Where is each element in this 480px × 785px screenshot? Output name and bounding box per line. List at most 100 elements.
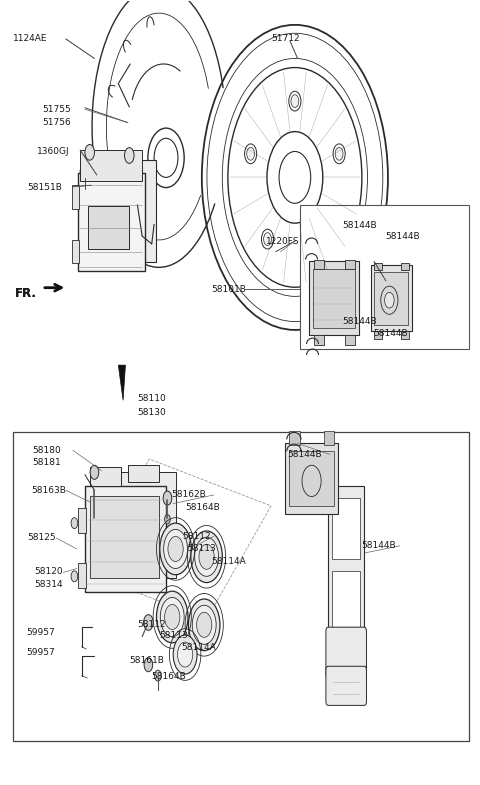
Text: 51712: 51712 [271,35,300,43]
Text: 58130: 58130 [137,408,166,418]
Text: 58144B: 58144B [373,330,408,338]
FancyBboxPatch shape [95,473,176,578]
Circle shape [173,635,197,674]
FancyBboxPatch shape [309,261,360,335]
Circle shape [335,148,343,160]
Text: 58163B: 58163B [31,486,66,495]
Circle shape [384,292,394,308]
Text: 58125: 58125 [28,534,56,542]
Text: 58144B: 58144B [343,221,377,229]
Text: 1360GJ: 1360GJ [37,147,70,156]
Text: 58164B: 58164B [185,503,220,512]
Text: 58112: 58112 [137,619,166,629]
Circle shape [160,523,192,575]
FancyBboxPatch shape [332,571,360,627]
FancyBboxPatch shape [314,335,324,345]
Circle shape [155,670,161,681]
Text: 58314: 58314 [34,579,62,589]
Text: 58120: 58120 [34,567,62,576]
Circle shape [164,529,188,568]
FancyBboxPatch shape [326,627,366,678]
Circle shape [191,531,222,582]
FancyBboxPatch shape [371,265,412,331]
FancyBboxPatch shape [401,263,409,271]
Circle shape [156,591,188,643]
Circle shape [71,571,78,582]
Circle shape [291,95,299,108]
FancyBboxPatch shape [86,160,156,262]
FancyBboxPatch shape [374,272,408,325]
Circle shape [168,536,183,561]
FancyBboxPatch shape [324,431,334,445]
Text: 59957: 59957 [26,648,55,657]
Circle shape [144,658,153,672]
Text: FR.: FR. [15,287,37,300]
FancyBboxPatch shape [326,666,366,706]
Text: 58114A: 58114A [182,643,216,652]
Circle shape [165,514,170,524]
FancyBboxPatch shape [313,269,355,327]
Text: 58161B: 58161B [129,656,164,666]
Circle shape [264,232,271,246]
FancyBboxPatch shape [345,260,355,269]
FancyBboxPatch shape [285,444,338,513]
Text: 58144B: 58144B [362,542,396,550]
Circle shape [85,144,95,160]
Circle shape [84,188,89,197]
Text: 1220FS: 1220FS [266,237,300,246]
FancyBboxPatch shape [78,173,144,272]
FancyBboxPatch shape [332,498,360,559]
FancyBboxPatch shape [88,206,129,250]
Text: 1124AE: 1124AE [13,34,48,42]
Circle shape [195,537,218,576]
Text: 58113: 58113 [188,545,216,553]
FancyBboxPatch shape [72,240,79,264]
Polygon shape [118,365,125,400]
FancyBboxPatch shape [289,431,300,445]
Circle shape [144,615,153,630]
FancyBboxPatch shape [85,487,166,592]
FancyBboxPatch shape [78,563,86,588]
Circle shape [160,597,184,637]
FancyBboxPatch shape [78,508,86,533]
Text: 51756: 51756 [42,118,71,127]
Circle shape [82,181,88,192]
FancyBboxPatch shape [128,466,159,483]
FancyBboxPatch shape [345,335,355,345]
Text: 58164B: 58164B [152,672,186,681]
Circle shape [197,612,212,637]
Text: FR.: FR. [15,287,37,300]
Circle shape [71,517,78,528]
Text: 58180: 58180 [33,446,61,455]
Text: 58151B: 58151B [28,183,62,192]
Text: 51755: 51755 [42,105,71,114]
Text: 58144B: 58144B [343,317,377,326]
FancyBboxPatch shape [90,496,159,578]
Text: 58112: 58112 [183,532,211,541]
Text: 58162B: 58162B [171,491,205,499]
Text: 58181: 58181 [33,458,61,467]
Text: 58114A: 58114A [211,557,246,566]
Circle shape [178,642,193,667]
Circle shape [80,164,90,180]
Text: 58110: 58110 [137,394,166,403]
Circle shape [124,148,134,163]
FancyBboxPatch shape [90,467,120,487]
Circle shape [199,544,214,569]
Text: 58144B: 58144B [385,232,420,240]
Circle shape [90,466,99,480]
Text: 58144B: 58144B [288,450,323,458]
Circle shape [189,599,220,651]
Circle shape [165,604,180,630]
FancyBboxPatch shape [314,260,324,269]
Circle shape [192,605,216,644]
Text: 58101B: 58101B [211,285,246,294]
Circle shape [318,232,326,246]
FancyBboxPatch shape [289,451,334,506]
FancyBboxPatch shape [373,331,382,339]
Bar [300,205,469,349]
FancyBboxPatch shape [328,487,364,639]
Circle shape [163,491,172,505]
Text: 59957: 59957 [26,628,55,637]
FancyBboxPatch shape [401,331,409,339]
